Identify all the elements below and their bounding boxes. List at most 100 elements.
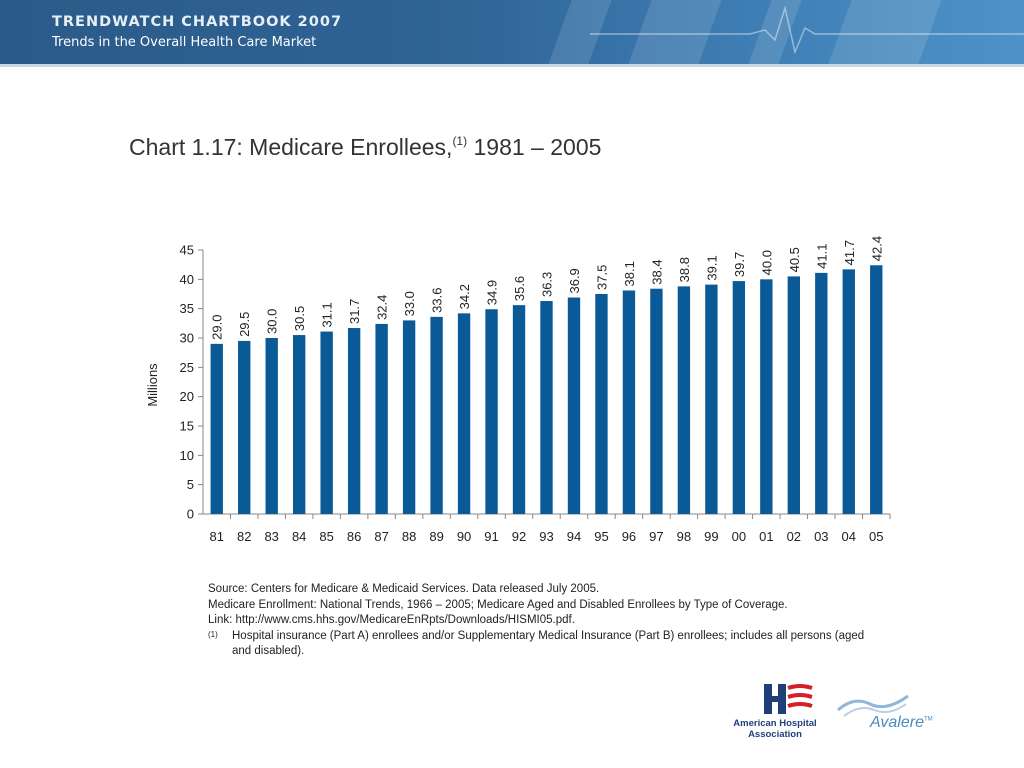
y-tick-label: 30 xyxy=(180,331,194,346)
bar-04 xyxy=(842,269,855,514)
aha-logo: American Hospital Association xyxy=(722,682,828,748)
chart-title-footnote-ref: (1) xyxy=(452,134,468,148)
data-label: 35.6 xyxy=(512,276,527,301)
x-tick-label: 89 xyxy=(429,529,443,544)
x-tick-label: 00 xyxy=(732,529,746,544)
x-tick-label: 93 xyxy=(539,529,553,544)
x-tick-label: 90 xyxy=(457,529,471,544)
x-tick-label: 83 xyxy=(264,529,278,544)
bar-95 xyxy=(595,294,608,514)
footnote-mark: (1) xyxy=(208,629,218,639)
source-line: Source: Centers for Medicare & Medicaid … xyxy=(208,583,600,595)
data-label: 41.7 xyxy=(842,240,857,265)
bar-94 xyxy=(567,297,581,514)
header-banner: TRENDWATCH CHARTBOOK 2007 Trends in the … xyxy=(0,0,1024,64)
data-label: 42.4 xyxy=(869,236,884,261)
y-tick-label: 20 xyxy=(180,389,194,404)
avalere-logo-text: AvalereTM xyxy=(870,714,933,732)
bar-01 xyxy=(760,279,773,514)
x-tick-label: 96 xyxy=(622,529,636,544)
y-tick-label: 15 xyxy=(180,419,194,434)
bar-85 xyxy=(320,331,333,514)
y-tick-label: 5 xyxy=(187,477,194,492)
data-label: 34.9 xyxy=(485,280,500,305)
y-tick-label: 0 xyxy=(187,507,194,522)
data-label: 41.1 xyxy=(814,244,829,269)
data-label: 30.0 xyxy=(265,309,280,334)
bar-05 xyxy=(870,265,883,514)
data-label: 37.5 xyxy=(594,265,609,290)
x-tick-label: 86 xyxy=(347,529,361,544)
bar-86 xyxy=(347,328,361,514)
data-label: 38.8 xyxy=(677,257,692,282)
bar-81 xyxy=(210,343,223,514)
bar-88 xyxy=(402,320,416,514)
source-notes: Source: Centers for Medicare & Medicaid … xyxy=(208,582,878,660)
aha-logo-text: American Hospital Association xyxy=(733,718,817,740)
chart-title: Chart 1.17: Medicare Enrollees,(1) 1981 … xyxy=(129,134,601,161)
y-tick-label: 35 xyxy=(180,301,194,316)
x-tick-label: 92 xyxy=(512,529,526,544)
x-tick-label: 01 xyxy=(759,529,773,544)
x-tick-label: 94 xyxy=(567,529,581,544)
aha-flag-icon xyxy=(764,684,813,714)
data-label: 32.4 xyxy=(375,295,390,320)
x-tick-label: 95 xyxy=(594,529,608,544)
bar-93 xyxy=(540,301,553,514)
data-label: 38.4 xyxy=(649,259,664,284)
bar-90 xyxy=(457,313,471,514)
bar-82 xyxy=(238,340,251,514)
bar-99 xyxy=(705,284,718,514)
bar-96 xyxy=(622,290,636,514)
x-tick-label: 02 xyxy=(787,529,801,544)
avalere-logo: AvalereTM xyxy=(834,690,944,740)
data-label: 33.0 xyxy=(402,291,417,316)
x-tick-label: 88 xyxy=(402,529,416,544)
data-label: 38.1 xyxy=(622,261,637,286)
x-tick-label: 85 xyxy=(319,529,333,544)
data-label: 30.5 xyxy=(292,306,307,331)
heartbeat-line-icon xyxy=(590,5,1024,55)
chart-title-range: 1981 – 2005 xyxy=(467,134,602,160)
report-title-line: Medicare Enrollment: National Trends, 19… xyxy=(208,598,788,611)
y-tick-label: 25 xyxy=(180,360,194,375)
data-label: 39.1 xyxy=(704,255,719,280)
x-tick-label: 97 xyxy=(649,529,663,544)
x-tick-label: 81 xyxy=(210,529,224,544)
bar-92 xyxy=(512,305,526,514)
data-label: 31.1 xyxy=(320,302,335,327)
data-label: 34.2 xyxy=(457,284,472,309)
banner-subtitle: Trends in the Overall Health Care Market xyxy=(52,35,317,50)
data-label: 29.0 xyxy=(210,315,225,340)
y-axis-title: Millions xyxy=(145,363,160,407)
banner-title: TRENDWATCH CHARTBOOK 2007 xyxy=(52,14,343,30)
bar-97 xyxy=(650,288,663,514)
x-tick-label: 99 xyxy=(704,529,718,544)
x-tick-label: 87 xyxy=(374,529,388,544)
y-tick-label: 40 xyxy=(180,272,194,287)
avalere-trademark: TM xyxy=(923,716,933,723)
bar-83 xyxy=(265,338,278,514)
data-label: 40.0 xyxy=(759,250,774,275)
data-label: 33.6 xyxy=(430,288,445,313)
x-tick-label: 04 xyxy=(842,529,856,544)
banner-divider xyxy=(0,64,1024,67)
bar-84 xyxy=(292,335,306,514)
data-label: 36.3 xyxy=(540,272,555,297)
chart-title-main: Chart 1.17: Medicare Enrollees, xyxy=(129,134,453,160)
chart-bars: 29.0 29.5 30.0 30.5 31.1 31.7 32.4 33.0 33.6 34.2… xyxy=(210,236,884,514)
y-tick-label: 10 xyxy=(180,448,194,463)
data-label: 36.9 xyxy=(567,268,582,293)
x-tick-label: 84 xyxy=(292,529,306,544)
x-tick-label: 05 xyxy=(869,529,883,544)
x-tick-label: 91 xyxy=(484,529,498,544)
data-label: 29.5 xyxy=(237,312,252,337)
bar-02 xyxy=(787,276,801,514)
footnote-text: Hospital insurance (Part A) enrollees an… xyxy=(232,629,865,658)
bar-89 xyxy=(430,316,443,514)
bar-87 xyxy=(375,323,388,514)
bar-00 xyxy=(732,281,746,514)
x-tick-label: 03 xyxy=(814,529,828,544)
